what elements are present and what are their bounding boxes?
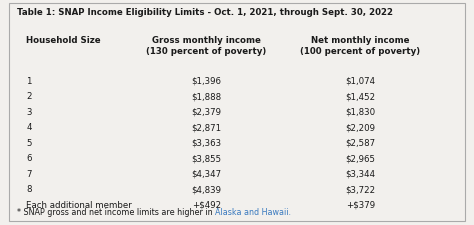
Text: $3,363: $3,363: [191, 138, 221, 147]
Text: +$379: +$379: [346, 200, 375, 209]
Text: 8: 8: [26, 184, 32, 193]
Text: $3,722: $3,722: [345, 184, 375, 193]
Text: Household Size: Household Size: [26, 36, 100, 45]
Text: +$492: +$492: [191, 200, 221, 209]
Text: Net monthly income
(100 percent of poverty): Net monthly income (100 percent of pover…: [300, 36, 420, 56]
Text: $1,074: $1,074: [345, 76, 375, 86]
Text: Each additional member: Each additional member: [26, 200, 132, 209]
Text: $3,855: $3,855: [191, 153, 221, 162]
Text: Table 1: SNAP Income Eligibility Limits - Oct. 1, 2021, through Sept. 30, 2022: Table 1: SNAP Income Eligibility Limits …: [17, 8, 392, 17]
Text: $1,888: $1,888: [191, 92, 221, 101]
Text: Alaska and Hawaii.: Alaska and Hawaii.: [215, 207, 291, 216]
Text: 1: 1: [26, 76, 32, 86]
FancyBboxPatch shape: [9, 4, 465, 221]
Text: $2,965: $2,965: [345, 153, 375, 162]
Text: 7: 7: [26, 169, 32, 178]
Text: 3: 3: [26, 107, 32, 116]
Text: * SNAP gross and net income limits are higher in: * SNAP gross and net income limits are h…: [17, 207, 215, 216]
Text: 4: 4: [26, 123, 32, 132]
Text: $1,830: $1,830: [345, 107, 375, 116]
Text: 2: 2: [26, 92, 32, 101]
Text: $2,871: $2,871: [191, 123, 221, 132]
Text: $2,379: $2,379: [191, 107, 221, 116]
Text: $3,344: $3,344: [345, 169, 375, 178]
Text: $1,396: $1,396: [191, 76, 221, 86]
Text: $1,452: $1,452: [345, 92, 375, 101]
Text: $2,209: $2,209: [345, 123, 375, 132]
Text: $4,839: $4,839: [191, 184, 221, 193]
Text: $2,587: $2,587: [345, 138, 375, 147]
Text: $4,347: $4,347: [191, 169, 221, 178]
Text: Gross monthly income
(130 percent of poverty): Gross monthly income (130 percent of pov…: [146, 36, 266, 56]
Text: 6: 6: [26, 153, 32, 162]
Text: 5: 5: [26, 138, 32, 147]
